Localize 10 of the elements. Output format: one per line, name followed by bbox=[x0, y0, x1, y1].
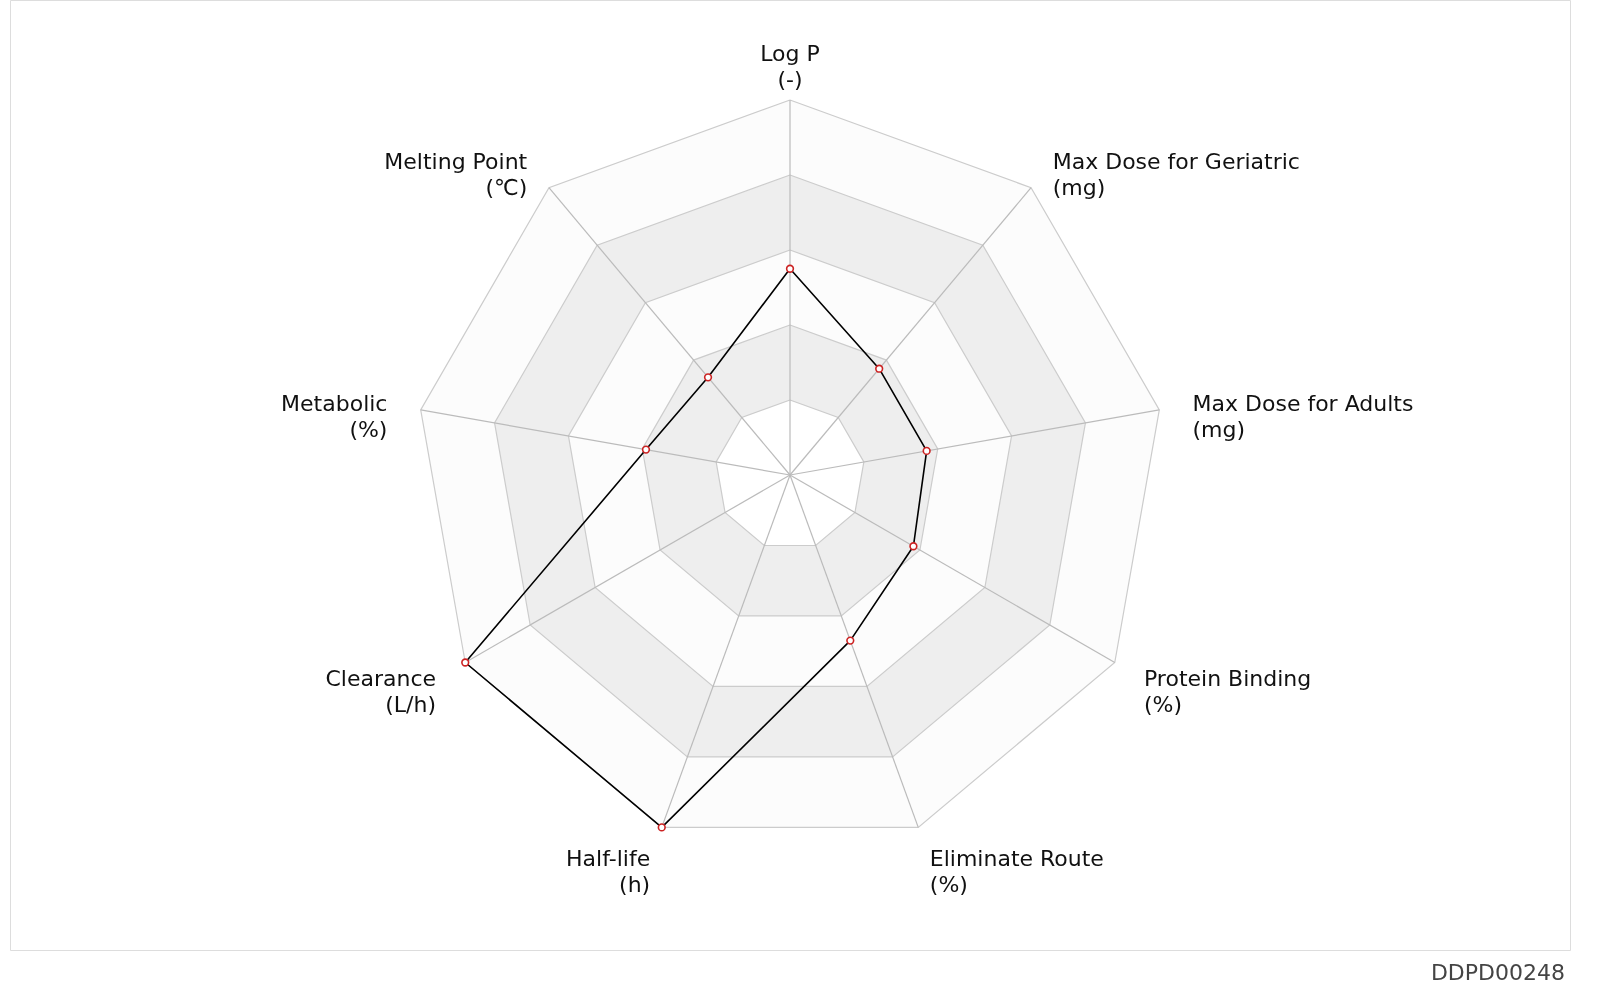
spoke-label: Metabolic (%) bbox=[281, 391, 388, 443]
spoke-label: Log P (-) bbox=[760, 41, 820, 93]
spoke-label: Clearance (L/h) bbox=[325, 666, 437, 718]
spoke-label: Eliminate Route (%) bbox=[929, 846, 1104, 898]
spoke-label: Melting Point (℃) bbox=[384, 148, 528, 200]
spoke-label: Max Dose for Adults (mg) bbox=[1192, 391, 1414, 443]
text: DDPD00248 bbox=[1430, 960, 1565, 985]
spoke-label: Protein Binding (%) bbox=[1143, 666, 1312, 718]
spoke-label: Half-life (h) bbox=[566, 846, 651, 898]
spoke-label: Max Dose for Geriatric (mg) bbox=[1052, 148, 1300, 200]
